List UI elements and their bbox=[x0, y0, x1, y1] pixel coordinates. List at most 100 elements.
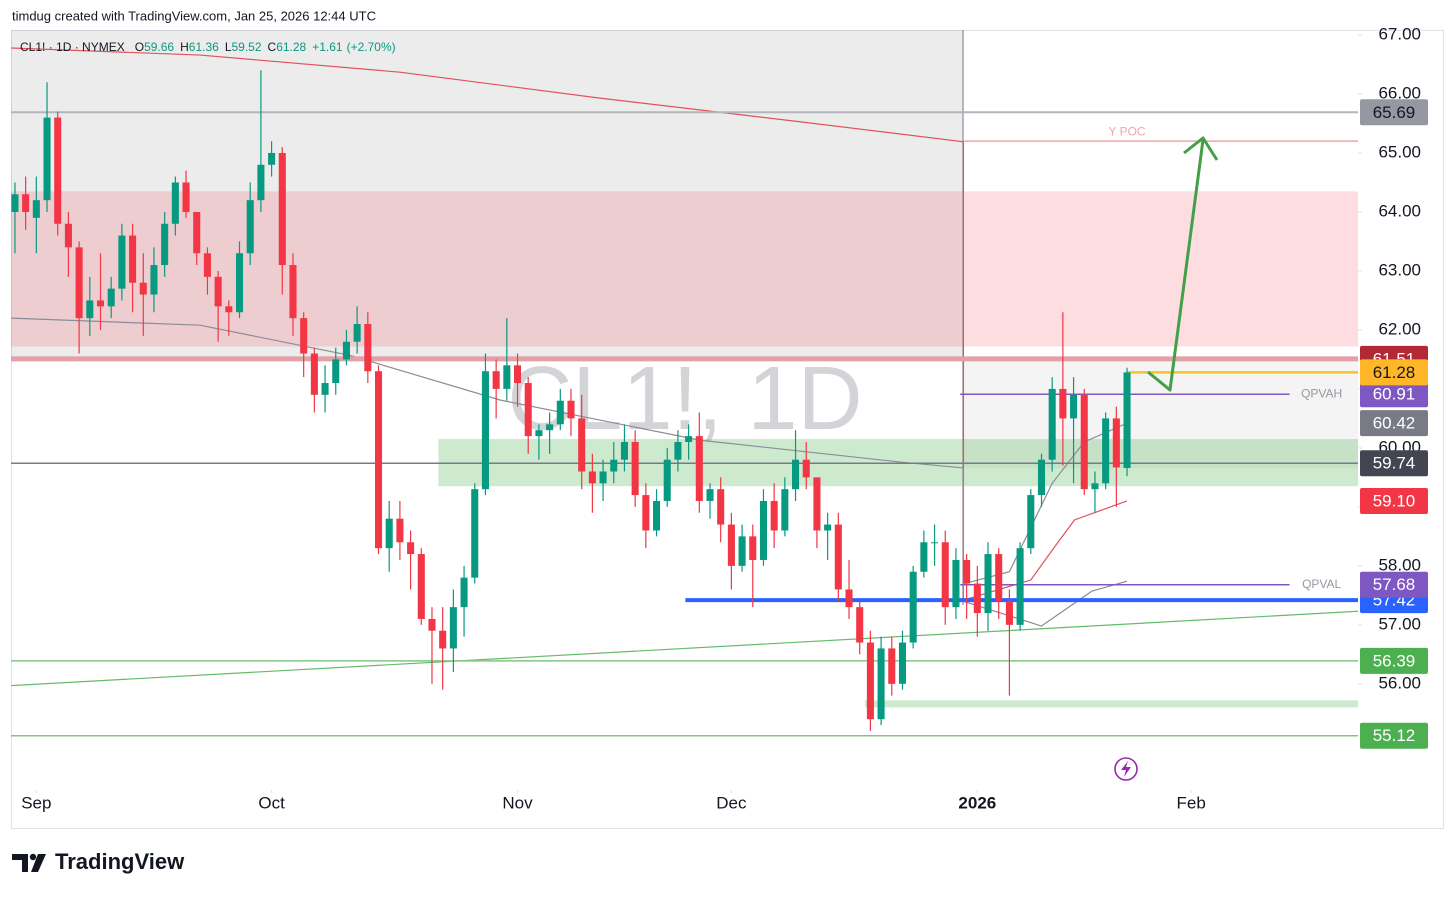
candle-body bbox=[86, 300, 94, 319]
candle-body bbox=[952, 559, 960, 608]
candle-body bbox=[642, 495, 650, 531]
candle-body bbox=[759, 500, 767, 560]
price-label-box bbox=[1360, 450, 1428, 477]
indicator-line bbox=[11, 47, 1128, 601]
brand-logo bbox=[12, 853, 46, 872]
candle-body bbox=[706, 489, 714, 501]
candle-body bbox=[931, 542, 939, 544]
candle-body bbox=[1059, 388, 1067, 419]
price-label-box bbox=[1360, 359, 1428, 386]
candle-body bbox=[1027, 495, 1035, 549]
zone bbox=[11, 30, 964, 360]
price-label: 65.69 bbox=[1373, 103, 1416, 122]
candle-body bbox=[973, 583, 981, 614]
price-label-box bbox=[1360, 99, 1428, 126]
brand-name: TradingView bbox=[55, 849, 185, 874]
candle-body bbox=[567, 400, 575, 419]
candle-body bbox=[139, 282, 147, 295]
candle-body bbox=[877, 648, 885, 720]
x-tick-label: Oct bbox=[258, 793, 285, 812]
x-tick-label: 2026 bbox=[958, 793, 996, 812]
candle-body bbox=[792, 459, 800, 490]
frame bbox=[11, 30, 1444, 829]
candle-body bbox=[246, 200, 254, 254]
candle-body bbox=[546, 424, 554, 431]
level-annotation: QPVAH bbox=[1301, 386, 1342, 400]
y-tick-label: 63.00 bbox=[1378, 260, 1421, 279]
y-tick-label: 58.00 bbox=[1378, 555, 1421, 574]
x-tick-label: Feb bbox=[1177, 793, 1206, 812]
price-label: 57.68 bbox=[1373, 575, 1416, 594]
candle-body bbox=[1016, 548, 1024, 625]
candle-body bbox=[556, 400, 564, 425]
candle-body bbox=[439, 630, 447, 649]
zone bbox=[865, 700, 1358, 708]
candle-body bbox=[1102, 418, 1110, 484]
price-label-box bbox=[1360, 381, 1428, 408]
candle-body bbox=[385, 518, 393, 549]
candle-body bbox=[396, 518, 404, 543]
candle-body bbox=[268, 152, 276, 165]
price-label: 55.12 bbox=[1373, 726, 1416, 745]
candle-body bbox=[310, 353, 318, 395]
candle-body bbox=[535, 430, 543, 437]
candle-body bbox=[941, 542, 949, 608]
candle-body bbox=[481, 371, 489, 490]
candle-body bbox=[54, 117, 62, 224]
candle-body bbox=[898, 642, 907, 684]
candle-body bbox=[374, 371, 383, 549]
candle-body bbox=[824, 524, 832, 531]
candle-body bbox=[64, 223, 72, 248]
level-annotation: QPVAL bbox=[1302, 577, 1341, 591]
candle-body bbox=[813, 477, 821, 531]
candle-body bbox=[1091, 483, 1099, 490]
candle-body bbox=[888, 648, 896, 684]
candle-body bbox=[353, 324, 361, 342]
legend: CL1! · 1D · NYMEX O59.66 H61.36 L59.52 C61.2… bbox=[20, 40, 396, 54]
candle-body bbox=[995, 554, 1003, 602]
lines: Y POC QPVAH QPVAL bbox=[11, 47, 1358, 737]
candle-body bbox=[610, 459, 618, 472]
low-value: 59.52 bbox=[232, 40, 262, 54]
candle-body bbox=[107, 288, 115, 307]
candle-body bbox=[845, 589, 853, 608]
price-label: 59.74 bbox=[1373, 454, 1416, 473]
open-value: 59.66 bbox=[144, 40, 174, 54]
price-label: 60.91 bbox=[1373, 385, 1416, 404]
candle-body bbox=[802, 459, 810, 478]
candle-body bbox=[674, 441, 682, 460]
forecast-arrow bbox=[1147, 136, 1219, 392]
candle-body bbox=[920, 542, 928, 572]
candle-body bbox=[578, 418, 586, 472]
candle-body bbox=[1123, 372, 1131, 468]
low-label: L bbox=[225, 40, 232, 54]
x-tick-label: Sep bbox=[21, 793, 51, 812]
x-tick-label: Dec bbox=[716, 793, 747, 812]
indicator-line bbox=[964, 422, 1128, 585]
candle-body bbox=[588, 471, 596, 484]
change-pct: +2.70% bbox=[351, 40, 392, 54]
candle-body bbox=[717, 489, 725, 525]
candle-body bbox=[11, 194, 19, 212]
zone bbox=[963, 359, 1358, 469]
candle-body bbox=[193, 211, 201, 254]
price-label: 59.10 bbox=[1373, 491, 1416, 510]
candle-body bbox=[856, 607, 864, 643]
candle-body bbox=[631, 441, 639, 496]
candle-body bbox=[364, 324, 372, 372]
candle-body bbox=[834, 524, 842, 590]
candle-body bbox=[513, 365, 522, 384]
candle-body bbox=[727, 524, 735, 566]
candle-body bbox=[1005, 601, 1013, 625]
candle-body bbox=[1048, 388, 1056, 460]
indicator-line bbox=[11, 610, 1358, 687]
high-label: H bbox=[180, 40, 189, 54]
candle-body bbox=[278, 152, 286, 266]
candle-body bbox=[129, 235, 137, 283]
candle-body bbox=[471, 489, 479, 578]
candle-body bbox=[524, 383, 532, 437]
y-tick-label: 67.00 bbox=[1378, 24, 1421, 43]
close-value: 61.28 bbox=[276, 40, 306, 54]
price-label: 61.28 bbox=[1373, 363, 1416, 382]
candle-body bbox=[182, 182, 190, 212]
